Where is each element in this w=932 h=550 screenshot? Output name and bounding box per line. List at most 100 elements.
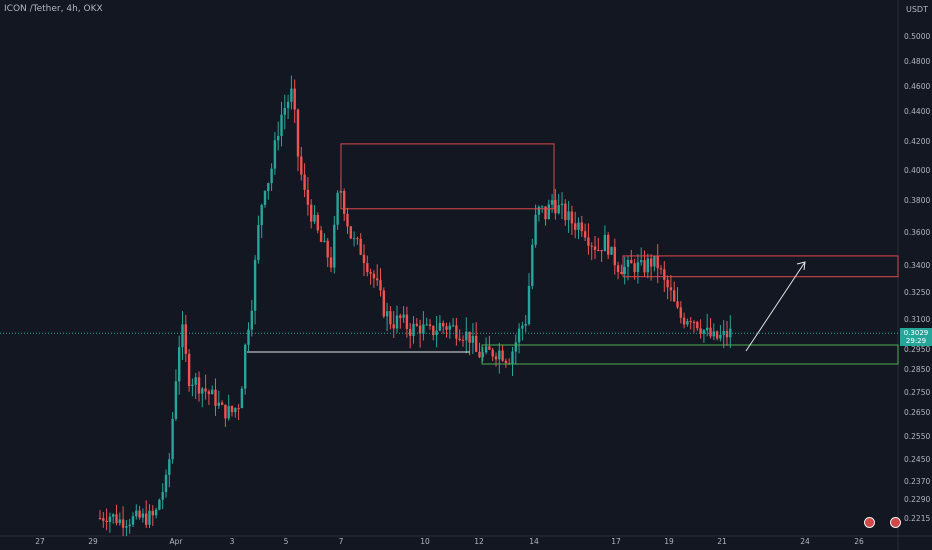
y-tick-label: 0.3800 <box>904 196 930 205</box>
candle-body <box>197 377 201 394</box>
candle-body <box>475 335 478 352</box>
candle-body <box>557 205 560 214</box>
y-tick-label: 0.2290 <box>904 495 930 504</box>
x-tick-label: 12 <box>474 537 484 546</box>
candle-body <box>706 327 709 331</box>
x-tick-label: 5 <box>284 537 289 546</box>
candle-body <box>300 156 303 175</box>
candle-body <box>468 331 471 343</box>
candle-body <box>603 234 607 252</box>
candle-body <box>191 384 194 386</box>
candle-body <box>250 310 253 330</box>
candle-body <box>541 206 544 208</box>
candle-body <box>458 338 461 340</box>
candle-body <box>435 330 438 336</box>
candle-body <box>204 388 207 392</box>
candle-body <box>409 328 412 336</box>
annotation-arrow <box>745 261 806 352</box>
candle-body <box>422 324 425 334</box>
y-tick-label: 0.3400 <box>904 261 930 270</box>
x-tick-label: 14 <box>529 537 539 546</box>
candle-body <box>676 301 679 308</box>
candle-body <box>517 328 521 343</box>
candle-body <box>521 325 524 329</box>
candle-body <box>359 238 362 255</box>
candle-body <box>593 246 597 250</box>
y-tick-label: 0.2370 <box>904 477 930 486</box>
annotation-box <box>481 344 899 365</box>
candle-body <box>709 327 712 337</box>
candle-body <box>277 135 280 141</box>
candle-body <box>257 225 260 260</box>
x-tick-label: 10 <box>420 537 430 546</box>
candle-body <box>511 351 514 364</box>
candle-body <box>286 101 290 108</box>
candle-body <box>405 314 409 329</box>
event-flag-icon[interactable] <box>890 517 901 528</box>
candle-body <box>112 514 115 517</box>
candle-body <box>626 259 630 267</box>
annotation-box <box>622 255 899 278</box>
candle-body <box>158 499 161 510</box>
candle-body <box>587 237 590 246</box>
candle-body <box>524 324 527 326</box>
candle-body <box>666 279 669 288</box>
x-tick-label: 26 <box>854 537 864 546</box>
arrow-head <box>796 261 806 271</box>
candle-body <box>418 325 422 334</box>
candle-body <box>597 249 600 251</box>
candle-body <box>640 260 643 263</box>
y-tick-label: 0.4400 <box>904 107 930 116</box>
candle-body <box>455 325 458 339</box>
candle-body <box>201 388 204 394</box>
candle-body <box>118 519 121 524</box>
candle-body <box>280 114 283 136</box>
x-tick-label: 27 <box>35 537 45 546</box>
candle-body <box>349 226 352 239</box>
candle-body <box>227 406 230 419</box>
candle-body <box>646 258 649 273</box>
candle-body <box>333 224 336 268</box>
y-tick-label: 0.4800 <box>904 57 930 66</box>
candle-body <box>527 285 531 325</box>
candle-body <box>564 203 567 221</box>
candle-body <box>679 307 682 318</box>
candle-body <box>448 325 451 330</box>
candle-body <box>145 513 148 525</box>
candle-body <box>171 418 174 460</box>
candle-body <box>531 244 534 286</box>
candle-body <box>620 272 623 274</box>
x-tick-label: Apr <box>170 537 184 546</box>
candle-body <box>630 259 633 264</box>
candle-body <box>610 246 613 255</box>
y-tick-label: 0.2450 <box>904 455 930 464</box>
candle-body <box>138 510 141 518</box>
candle-body <box>395 315 399 329</box>
candle-body <box>319 230 323 242</box>
candle-body <box>412 323 415 336</box>
candle-body <box>649 258 653 267</box>
candle-body <box>686 321 689 325</box>
candle-body <box>389 311 392 325</box>
event-flag-icon[interactable] <box>864 517 875 528</box>
y-tick-label: 0.2950 <box>904 345 930 354</box>
candle-body <box>310 204 313 222</box>
y-tick-label: 0.2850 <box>904 365 930 374</box>
candle-body <box>702 330 706 334</box>
candle-body <box>115 514 118 524</box>
candle-body <box>682 317 686 325</box>
symbol-title[interactable]: ICON /Tether, 4h, OKX <box>4 4 103 14</box>
candle-body <box>537 206 541 215</box>
candle-body <box>461 339 465 341</box>
candle-body <box>131 516 135 525</box>
candle-body <box>659 268 663 270</box>
x-tick-label: 19 <box>664 537 674 546</box>
candle-body <box>329 257 333 268</box>
candle-body <box>369 272 372 274</box>
candle-body <box>432 325 435 336</box>
candle-body <box>613 246 616 266</box>
candle-body <box>135 510 138 517</box>
candle-body <box>560 203 564 206</box>
candle-body <box>600 249 603 252</box>
